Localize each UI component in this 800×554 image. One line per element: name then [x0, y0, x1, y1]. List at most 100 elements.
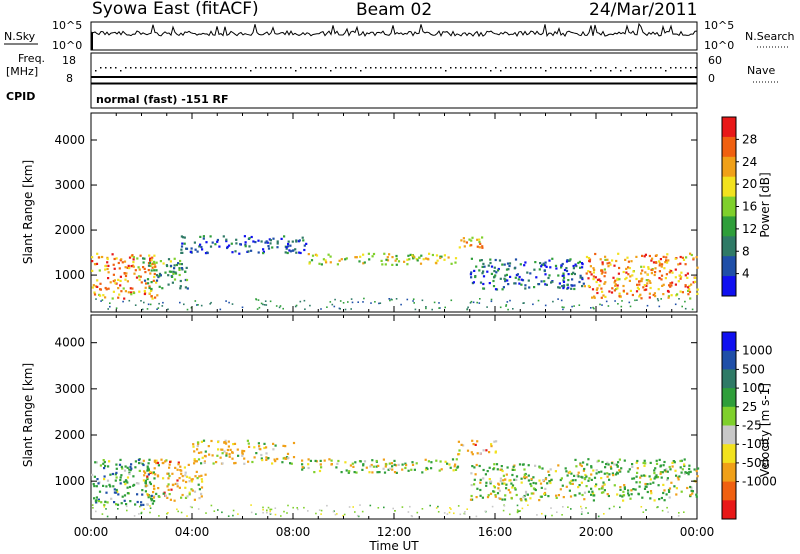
power-data-cell: [137, 275, 141, 278]
power-data-cell: [470, 271, 473, 274]
power-data-cell: [660, 298, 662, 300]
power-data-cell: [329, 301, 332, 303]
velocity-data-cell: [690, 486, 693, 489]
power-data-cell: [180, 235, 183, 238]
velocity-data-cell: [401, 506, 404, 508]
power-data-cell: [581, 276, 584, 279]
power-data-cell: [344, 258, 347, 261]
power-data-cell: [548, 274, 551, 277]
power-data-cell: [179, 285, 182, 288]
power-data-cell: [563, 306, 565, 309]
power-data-cell: [473, 269, 476, 272]
power-data-cell: [469, 273, 472, 276]
power-data-cell: [490, 272, 493, 275]
velocity-data-cell: [604, 466, 607, 469]
velocity-data-cell: [623, 484, 626, 487]
power-data-cell: [118, 293, 121, 296]
velocity-data-cell: [123, 499, 126, 502]
power-data-cell: [292, 249, 295, 252]
power-data-cell: [153, 272, 156, 276]
velocity-data-cell: [489, 482, 492, 485]
power-data-cell: [138, 290, 141, 293]
freq-tick-top: 18: [62, 54, 76, 67]
power-data-cell: [128, 299, 131, 302]
power-data-cell: [443, 254, 446, 257]
velocity-data-cell: [641, 496, 644, 499]
velocity-data-cell: [237, 513, 239, 515]
velocity-data-cell: [223, 441, 226, 444]
velocity-data-cell: [153, 477, 156, 480]
velocity-data-cell: [146, 475, 149, 478]
power-data-cell: [386, 259, 390, 262]
power-data-cell: [596, 287, 599, 290]
power-data-cell: [91, 256, 94, 259]
velocity-data-cell: [247, 460, 250, 463]
velocity-data-cell: [603, 472, 606, 475]
power-data-cell: [406, 298, 409, 301]
power-data-cell: [303, 244, 306, 247]
velocity-data-cell: [523, 468, 526, 471]
power-colorbar-label: Power [dB]: [758, 172, 772, 237]
velocity-data-cell: [200, 486, 204, 489]
velocity-data-cell: [108, 483, 111, 486]
power-data-cell: [550, 281, 553, 284]
power-data-cell: [181, 251, 184, 254]
power-y-tick-label: 2000: [54, 223, 85, 237]
velocity-data-cell: [126, 492, 129, 495]
velocity-data-cell: [410, 468, 413, 471]
power-data-cell: [123, 272, 126, 275]
power-data-cell: [654, 271, 657, 274]
velocity-data-cell: [243, 450, 246, 453]
velocity-data-cell: [100, 501, 103, 504]
power-data-cell: [617, 272, 620, 275]
power-data-cell: [540, 280, 543, 283]
power-data-cell: [395, 254, 398, 258]
velocity-data-cell: [515, 478, 518, 481]
velocity-data-cell: [354, 511, 356, 513]
nave-dot: [535, 67, 537, 69]
velocity-data-cell: [139, 505, 141, 508]
velocity-data-cell: [411, 515, 413, 518]
power-data-cell: [98, 269, 101, 272]
power-data-cell: [247, 250, 250, 253]
nave-dot: [400, 67, 402, 69]
velocity-data-cell: [344, 461, 347, 464]
power-data-cell: [630, 260, 633, 263]
velocity-data-cell: [479, 478, 482, 481]
colorbar-segment: [722, 276, 736, 297]
velocity-data-cell: [144, 471, 147, 474]
nave-dot: [350, 67, 352, 69]
power-data-cell: [668, 284, 671, 287]
velocity-data-cell: [401, 468, 404, 471]
nave-dot: [445, 70, 447, 72]
velocity-data-cell: [117, 508, 119, 510]
power-data-cell: [418, 256, 421, 259]
velocity-data-cell: [585, 485, 588, 488]
power-data-cell: [450, 299, 453, 302]
velocity-data-cell: [574, 479, 577, 482]
power-data-cell: [565, 269, 569, 273]
power-data-cell: [691, 308, 694, 311]
nave-dot: [250, 70, 252, 72]
velocity-data-cell: [485, 481, 488, 484]
velocity-x-ticks: [90, 315, 698, 519]
power-data-cell: [262, 252, 265, 255]
power-data-cell: [381, 263, 384, 266]
velocity-data-cell: [176, 482, 179, 485]
velocity-data-cell: [156, 461, 160, 464]
power-data-cell: [481, 272, 484, 275]
power-data-cell: [679, 277, 682, 280]
power-data-cell: [320, 263, 323, 266]
nave-dot: [515, 67, 517, 69]
power-data-cell: [571, 305, 573, 308]
velocity-data-cell: [606, 472, 609, 475]
velocity-data-cell: [637, 493, 640, 496]
power-data-cell: [147, 303, 150, 306]
velocity-y-tick-label: 1000: [54, 474, 85, 488]
velocity-data-cell: [595, 483, 598, 486]
power-data-cell: [664, 261, 667, 264]
power-data-cell: [638, 280, 641, 283]
power-data-cell: [194, 248, 197, 251]
power-data-cell: [483, 265, 486, 268]
velocity-data-cell: [416, 511, 419, 514]
